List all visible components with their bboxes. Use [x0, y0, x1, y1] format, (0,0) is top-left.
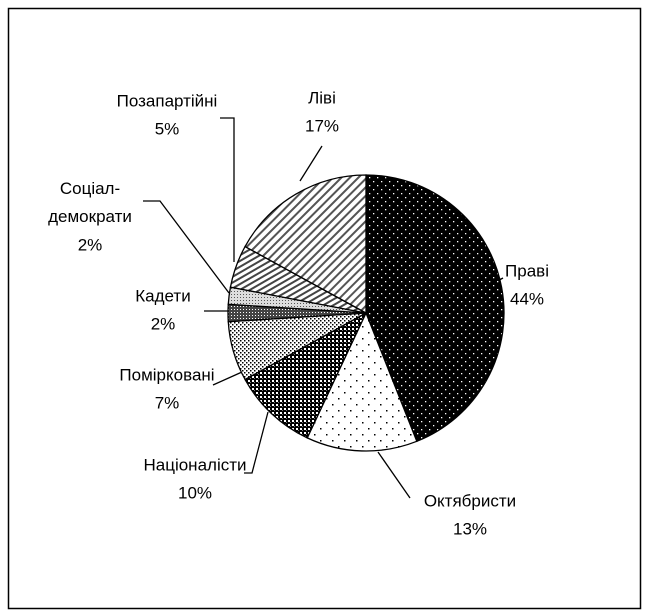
slice-label: Ліві — [308, 88, 336, 107]
slice-label: Помірковані — [119, 365, 214, 384]
slice-label: Націоналісти — [143, 455, 246, 474]
slice-label: Позапартійні — [117, 91, 218, 110]
pie-slice — [365, 174, 505, 443]
slice-value-label: 17% — [305, 116, 339, 135]
slice-value-label: 44% — [510, 289, 544, 308]
slice-value-label: 13% — [453, 519, 487, 538]
pie-slice — [244, 311, 368, 439]
slice-value-label: 2% — [78, 235, 103, 254]
slice-label: Соціал-демократи — [48, 179, 132, 226]
slice-label: Праві — [505, 261, 549, 280]
slice-label: Октябристи — [424, 491, 516, 510]
slice-value-label: 5% — [155, 119, 180, 138]
slice-label: Кадети — [135, 286, 190, 305]
slice-value-label: 10% — [178, 483, 212, 502]
slice-value-label: 2% — [151, 314, 176, 333]
slice-value-label: 7% — [155, 393, 180, 412]
pie-slice — [306, 311, 418, 452]
pie-slice — [244, 174, 367, 315]
